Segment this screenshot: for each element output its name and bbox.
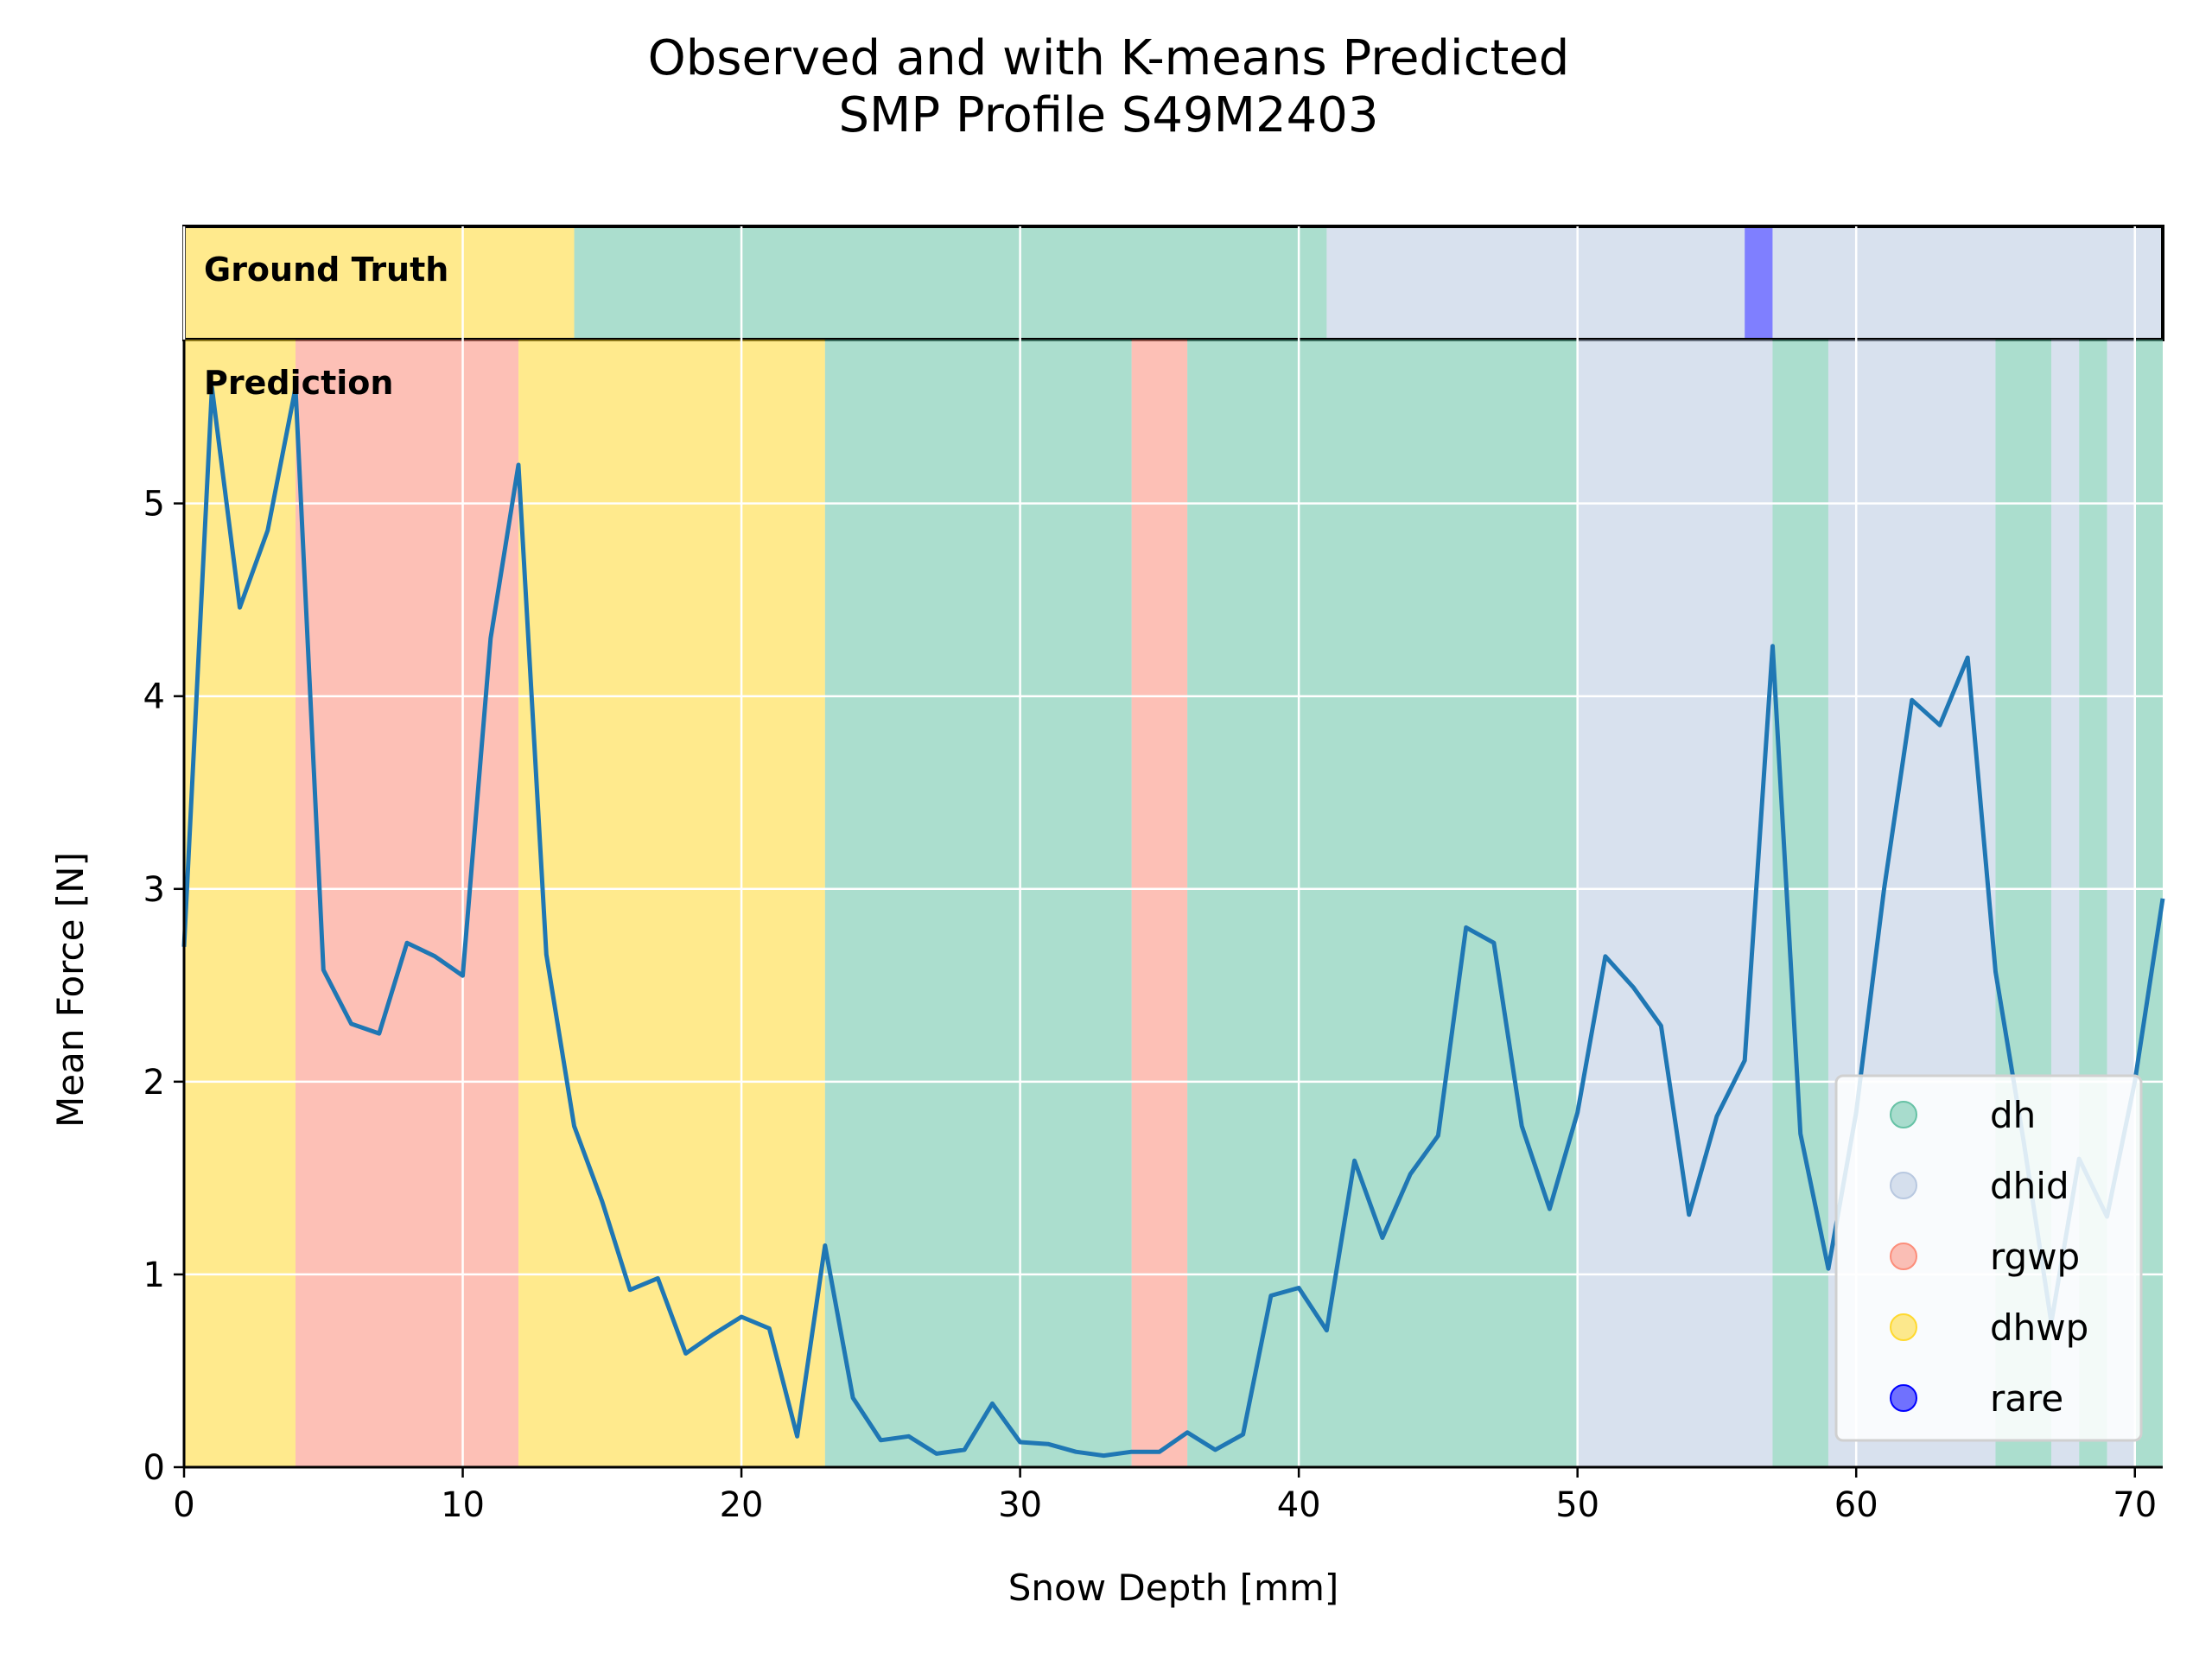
y-axis-label: Mean Force [N]	[49, 852, 92, 1128]
prediction-segment-rgwp	[1131, 340, 1188, 1467]
prediction-segment-rgwp	[296, 340, 519, 1467]
x-axis: 0 10 20 30 40 50 60 70	[173, 1467, 2157, 1525]
y-axis: 0 1 2 3 4 5	[143, 485, 184, 1488]
series-line	[181, 385, 2165, 1459]
prediction-segment-dh	[824, 340, 1132, 1467]
ground-truth-segment-dh	[574, 226, 1327, 340]
x-tick-label: 40	[1277, 1485, 1321, 1525]
ground-truth-segment-dhid	[1326, 226, 1745, 340]
prediction-label: Prediction	[204, 364, 393, 402]
legend-marker-dhid	[1890, 1172, 1917, 1199]
y-tick-label: 5	[143, 485, 165, 524]
x-tick-label: 60	[1834, 1485, 1878, 1525]
ground-truth-segment-dhid	[1772, 226, 2163, 340]
legend-entry-dhid: dhid	[1990, 1165, 2069, 1207]
y-tick-label: 2	[143, 1063, 165, 1103]
prediction-segment-dh	[1772, 340, 1828, 1467]
legend-box	[1834, 1074, 2143, 1442]
chart-title-line: SMP Profile S49M2403	[839, 87, 1379, 143]
ground-truth-segment-dhwp	[184, 226, 575, 340]
prediction-segment-dhid	[1577, 340, 1773, 1467]
legend-entry-rare: rare	[1990, 1377, 2063, 1420]
prediction-segment-dhwp	[184, 340, 296, 1467]
y-tick-label: 4	[143, 677, 165, 717]
legend-marker-dh	[1890, 1101, 1917, 1128]
legend: dh dhid rgwp dhwp rare	[1834, 1074, 2143, 1442]
legend-entry-rgwp: rgwp	[1990, 1236, 2080, 1278]
ground-truth-segment-rare	[1745, 226, 1773, 340]
x-axis-label: Snow Depth [mm]	[1008, 1567, 1339, 1609]
y-tick-label: 3	[143, 870, 165, 910]
legend-entry-dhwp: dhwp	[1990, 1306, 2088, 1349]
x-tick-label: 50	[1555, 1485, 1599, 1525]
legend-marker-rare	[1890, 1384, 1917, 1412]
ground-truth-label: Ground Truth	[204, 251, 448, 289]
ground-truth-panel: Ground Truth	[182, 225, 2164, 341]
chart-title-line: Observed and with K-means Predicted	[648, 30, 1570, 86]
legend-marker-rgwp	[1890, 1243, 1917, 1270]
x-tick-label: 0	[173, 1485, 194, 1525]
x-tick-label: 70	[2113, 1485, 2157, 1525]
prediction-segment-dh	[1187, 340, 1578, 1467]
x-tick-label: 30	[998, 1485, 1042, 1525]
x-tick-label: 10	[441, 1485, 485, 1525]
prediction-segment-dhwp	[518, 340, 825, 1467]
x-tick-label: 20	[720, 1485, 764, 1525]
y-tick-label: 0	[143, 1448, 165, 1488]
legend-marker-dhwp	[1890, 1313, 1917, 1341]
legend-entry-dh: dh	[1990, 1094, 2036, 1136]
prediction-panel: Prediction	[181, 226, 2165, 1469]
y-tick-label: 1	[143, 1255, 165, 1295]
